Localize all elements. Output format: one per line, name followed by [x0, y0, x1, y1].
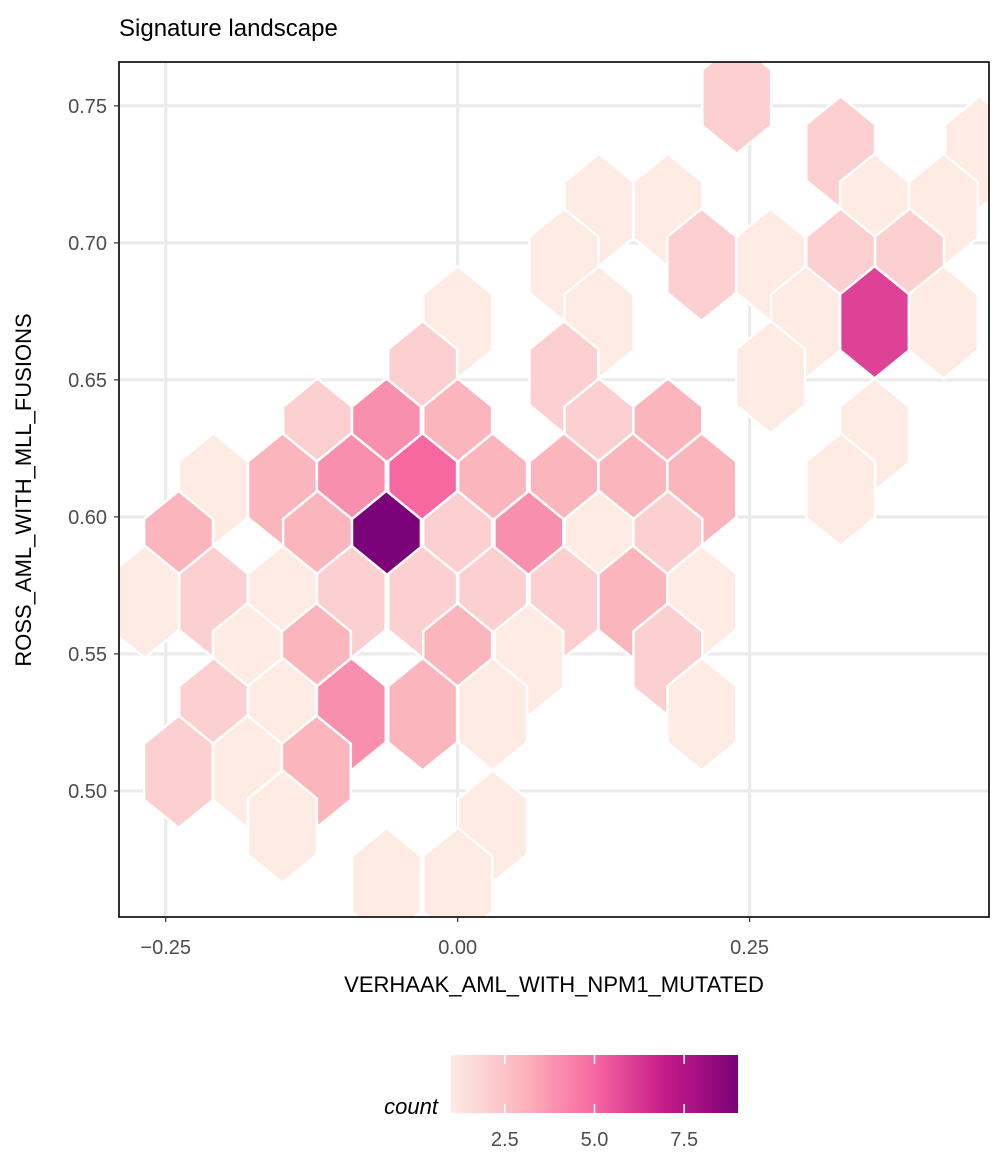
hex-bin-61	[666, 656, 738, 773]
x-tick-label-1: 0.00	[438, 937, 477, 959]
y-tick-label-2: 0.60	[68, 507, 107, 529]
legend-tick-label-1: 5.0	[581, 1129, 609, 1151]
hex-bin-16	[907, 264, 980, 381]
y-axis-ticks: 0.50 0.55 0.60 0.65 0.70 0.75	[68, 96, 119, 803]
legend-title: count	[384, 1094, 439, 1119]
plot-panel-border	[118, 61, 990, 918]
hex-bin-0	[701, 62, 773, 156]
hex-bin-65	[246, 768, 319, 885]
y-tick-label-3: 0.65	[68, 370, 107, 392]
chart-title: Signature landscape	[119, 15, 338, 42]
legend-tick-label-2: 7.5	[670, 1129, 698, 1151]
hex-bin-19	[734, 319, 807, 435]
y-tick-label-1: 0.55	[68, 644, 107, 666]
y-axis-title: ROSS_AML_WITH_MLL_FUSIONS	[11, 313, 36, 666]
legend-ticks: 2.5 5.0 7.5	[491, 1055, 698, 1151]
legend-colorbar	[451, 1055, 738, 1113]
x-tick-label-0: −0.25	[140, 937, 191, 959]
legend-tick-label-0: 2.5	[491, 1129, 519, 1151]
x-axis-title: VERHAAK_AML_WITH_NPM1_MUTATED	[344, 972, 764, 997]
y-tick-label-5: 0.75	[68, 96, 107, 118]
hex-bin-67	[350, 826, 423, 917]
hex-bin-68	[421, 826, 494, 917]
hexbin-cells	[119, 62, 989, 917]
hex-bin-34	[804, 431, 877, 548]
x-axis-ticks: −0.25 0.00 0.25	[140, 917, 769, 959]
color-legend: count 2.5 5.0 7.5	[384, 1055, 738, 1151]
y-tick-label-4: 0.70	[68, 233, 107, 255]
x-tick-label-2: 0.25	[730, 937, 769, 959]
y-tick-label-0: 0.50	[68, 781, 107, 803]
